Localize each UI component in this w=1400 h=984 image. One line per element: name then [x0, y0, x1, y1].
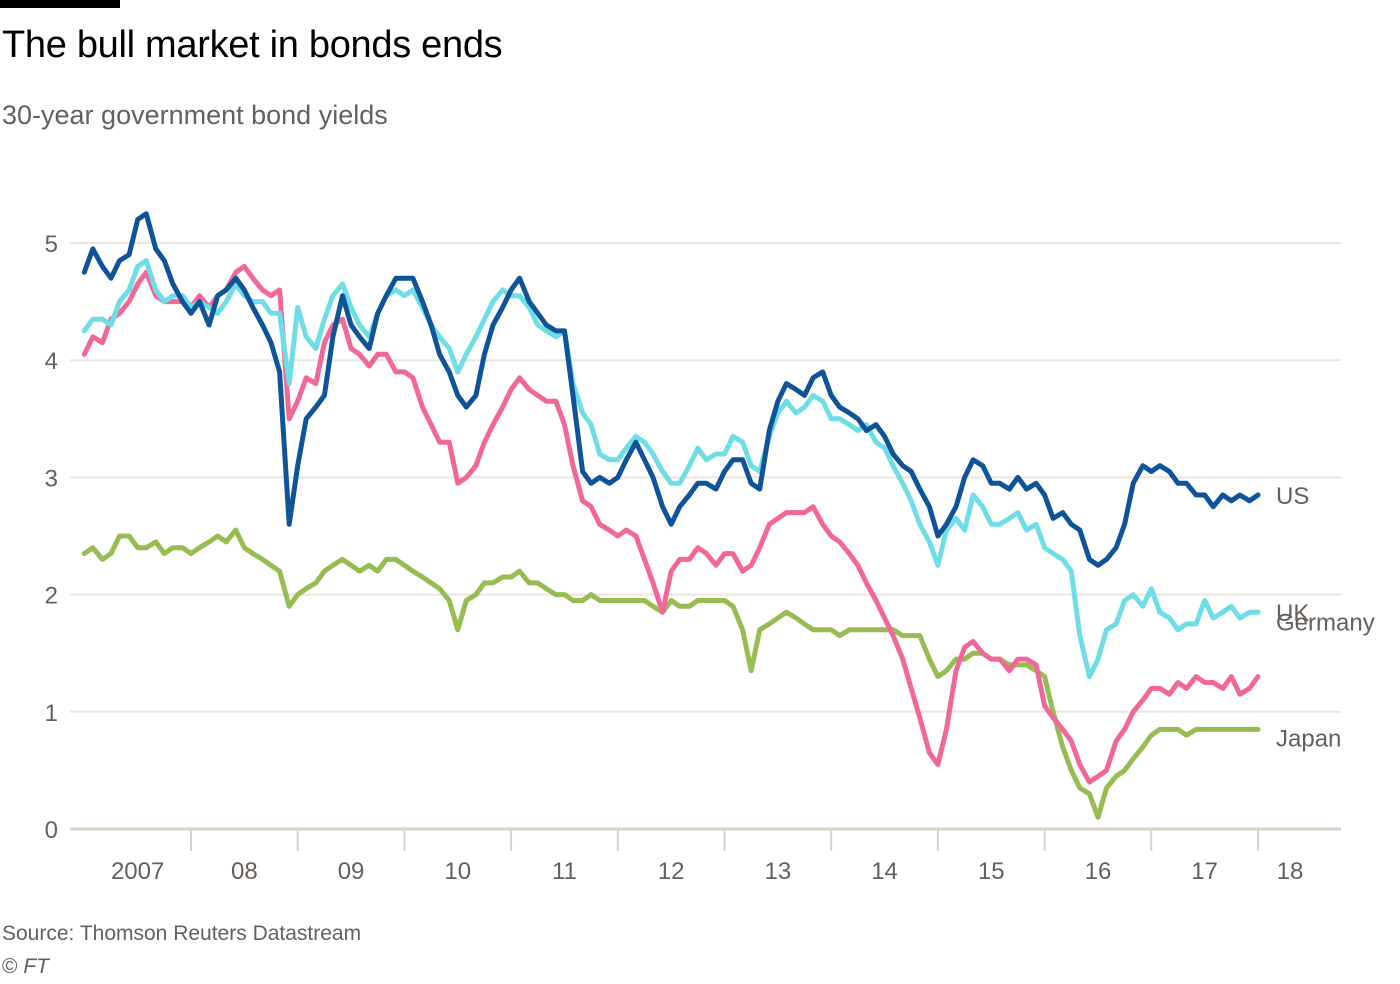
copyright-org: FT [23, 955, 49, 978]
series-line-germany [81, 263, 1261, 785]
y-tick-label: 1 [45, 700, 58, 727]
y-tick-label: 2 [45, 583, 58, 610]
y-tick-label: 4 [45, 348, 58, 375]
copyright-note: © FT [2, 955, 49, 979]
copyright-symbol: © [2, 955, 18, 978]
x-tick-label: 08 [231, 858, 258, 885]
y-tick-label: 3 [45, 465, 58, 492]
x-axis: 2007 08 09 10 11 12 13 14 15 16 17 18 [111, 829, 1303, 885]
x-tick-label: 11 [552, 858, 577, 885]
series-line-us [81, 211, 1261, 568]
y-tick-label: 5 [45, 231, 58, 258]
x-tick-label: 17 [1191, 858, 1218, 885]
x-tick-label: 2007 [111, 858, 164, 885]
series-label-germany: Germany [1276, 610, 1375, 637]
x-tick-label: 10 [444, 858, 471, 885]
y-axis-labels: 0 1 2 3 4 5 [45, 231, 58, 844]
series-label-uk: UK [1276, 600, 1309, 627]
x-tick-label: 15 [978, 858, 1005, 885]
brand-bar [0, 0, 120, 8]
x-tick-label: 16 [1085, 858, 1112, 885]
x-tick-label: 12 [658, 858, 685, 885]
series-line-japan [81, 527, 1261, 820]
chart-title: The bull market in bonds ends [2, 24, 503, 66]
x-tick-label: 09 [338, 858, 365, 885]
series-label-us: US [1276, 483, 1309, 510]
series-lines [81, 211, 1261, 820]
x-tick-label: 18 [1277, 858, 1304, 885]
series-label-japan: Japan [1276, 725, 1341, 752]
x-tick-label: 13 [764, 858, 791, 885]
x-tick-label: 14 [871, 858, 898, 885]
source-note: Source: Thomson Reuters Datastream [2, 922, 362, 945]
y-tick-label: 0 [45, 817, 58, 844]
gridlines [70, 242, 1341, 831]
series-line-uk [81, 258, 1261, 680]
chart-subtitle: 30-year government bond yields [2, 100, 388, 130]
